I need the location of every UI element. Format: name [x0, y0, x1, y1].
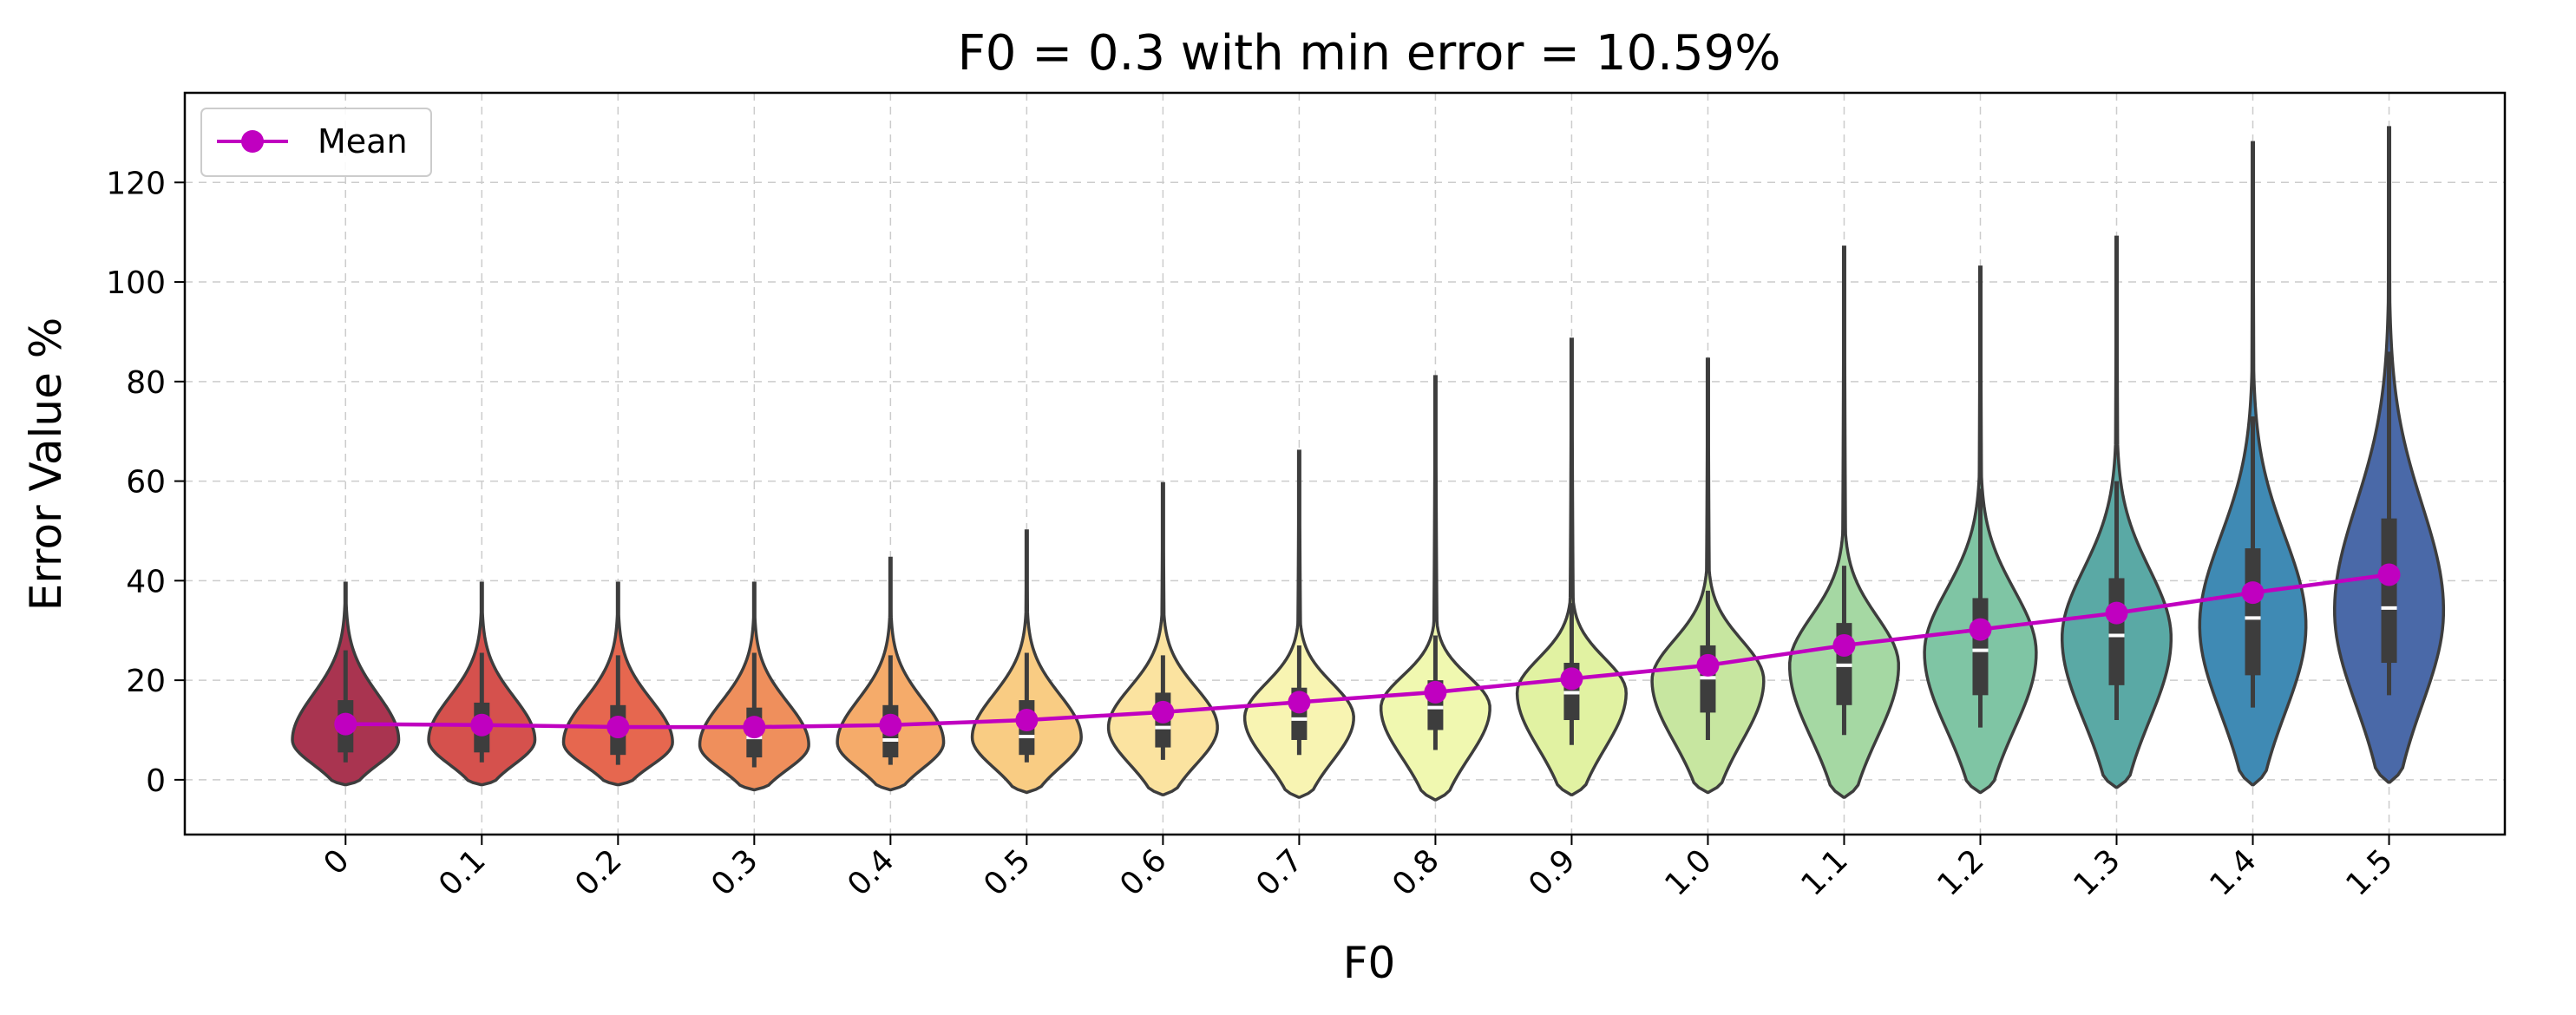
x-tick-label: 0.7	[1249, 842, 1309, 902]
x-tick-label: 0.9	[1522, 842, 1582, 902]
mean-point	[1560, 667, 1583, 691]
x-ticks: 0 0.1 0.2 0.3 0.4 0.5 0.6 0.7 0.8 0.9 1.0 1.1 1.2 1.3…	[317, 835, 2400, 903]
mean-point	[1696, 653, 1720, 677]
x-axis-label: F0	[1343, 938, 1396, 988]
x-tick-label: 1.0	[1658, 842, 1718, 902]
violin-body	[1242, 449, 1355, 799]
x-tick-label: 1.4	[2203, 842, 2263, 902]
y-tick-label: 100	[106, 265, 166, 301]
plot-frame	[183, 91, 2507, 836]
y-tick-label: 20	[126, 664, 166, 699]
x-tick-label: 1.2	[1930, 842, 1990, 902]
y-tick-label: 0	[146, 763, 166, 799]
y-axis-label: Error Value %	[21, 318, 71, 611]
x-tick-label: 1.5	[2339, 842, 2399, 902]
x-tick-label: 0.1	[432, 842, 492, 902]
y-ticks: 0 20 40 60 80 100 120	[106, 166, 185, 799]
mean-point	[334, 712, 357, 736]
mean-layer	[334, 563, 2401, 739]
legend: Mean	[200, 108, 432, 177]
mean-point	[2105, 601, 2128, 625]
x-tick-label: 0.5	[977, 842, 1037, 902]
legend-box	[200, 108, 432, 177]
mean-line	[345, 573, 2389, 730]
legend-mean-marker	[241, 130, 264, 153]
violin-body	[1787, 246, 1900, 799]
y-tick-label: 120	[106, 166, 166, 201]
mean-point	[2241, 581, 2265, 605]
x-tick-label: 1.1	[1794, 842, 1854, 902]
y-tick-label: 80	[126, 365, 166, 401]
mean-point	[1151, 700, 1175, 724]
violin-iqr-box	[2381, 518, 2397, 664]
x-tick-label: 1.3	[2067, 842, 2127, 902]
violin-iqr-box	[2245, 548, 2261, 676]
x-tick-label: 0.3	[705, 842, 764, 902]
mean-point	[2377, 563, 2401, 586]
legend-mean-label: Mean	[318, 122, 408, 160]
violin-body	[1650, 357, 1766, 794]
y-tick-label: 40	[126, 564, 166, 599]
mean-point	[879, 713, 902, 737]
violins-layer	[291, 126, 2446, 802]
x-tick-label: 0.4	[841, 842, 901, 902]
mean-point	[470, 713, 494, 737]
mean-point	[1424, 680, 1447, 704]
mean-point	[743, 716, 766, 739]
x-tick-label: 0.2	[568, 842, 628, 902]
mean-point	[1015, 709, 1039, 732]
violin-body	[1106, 481, 1219, 796]
mean-point	[1288, 691, 1311, 714]
violin-iqr-box	[1972, 598, 1989, 696]
x-tick-label: 0	[317, 842, 356, 881]
x-tick-label: 0.8	[1386, 842, 1445, 902]
mean-point	[1832, 633, 1856, 657]
violin-iqr-box	[2108, 578, 2125, 685]
mean-point	[1969, 618, 1992, 641]
mean-point	[606, 716, 630, 739]
y-tick-label: 60	[126, 465, 166, 501]
x-tick-label: 0.6	[1113, 842, 1173, 902]
chart-title: F0 = 0.3 with min error = 10.59%	[958, 25, 1781, 82]
